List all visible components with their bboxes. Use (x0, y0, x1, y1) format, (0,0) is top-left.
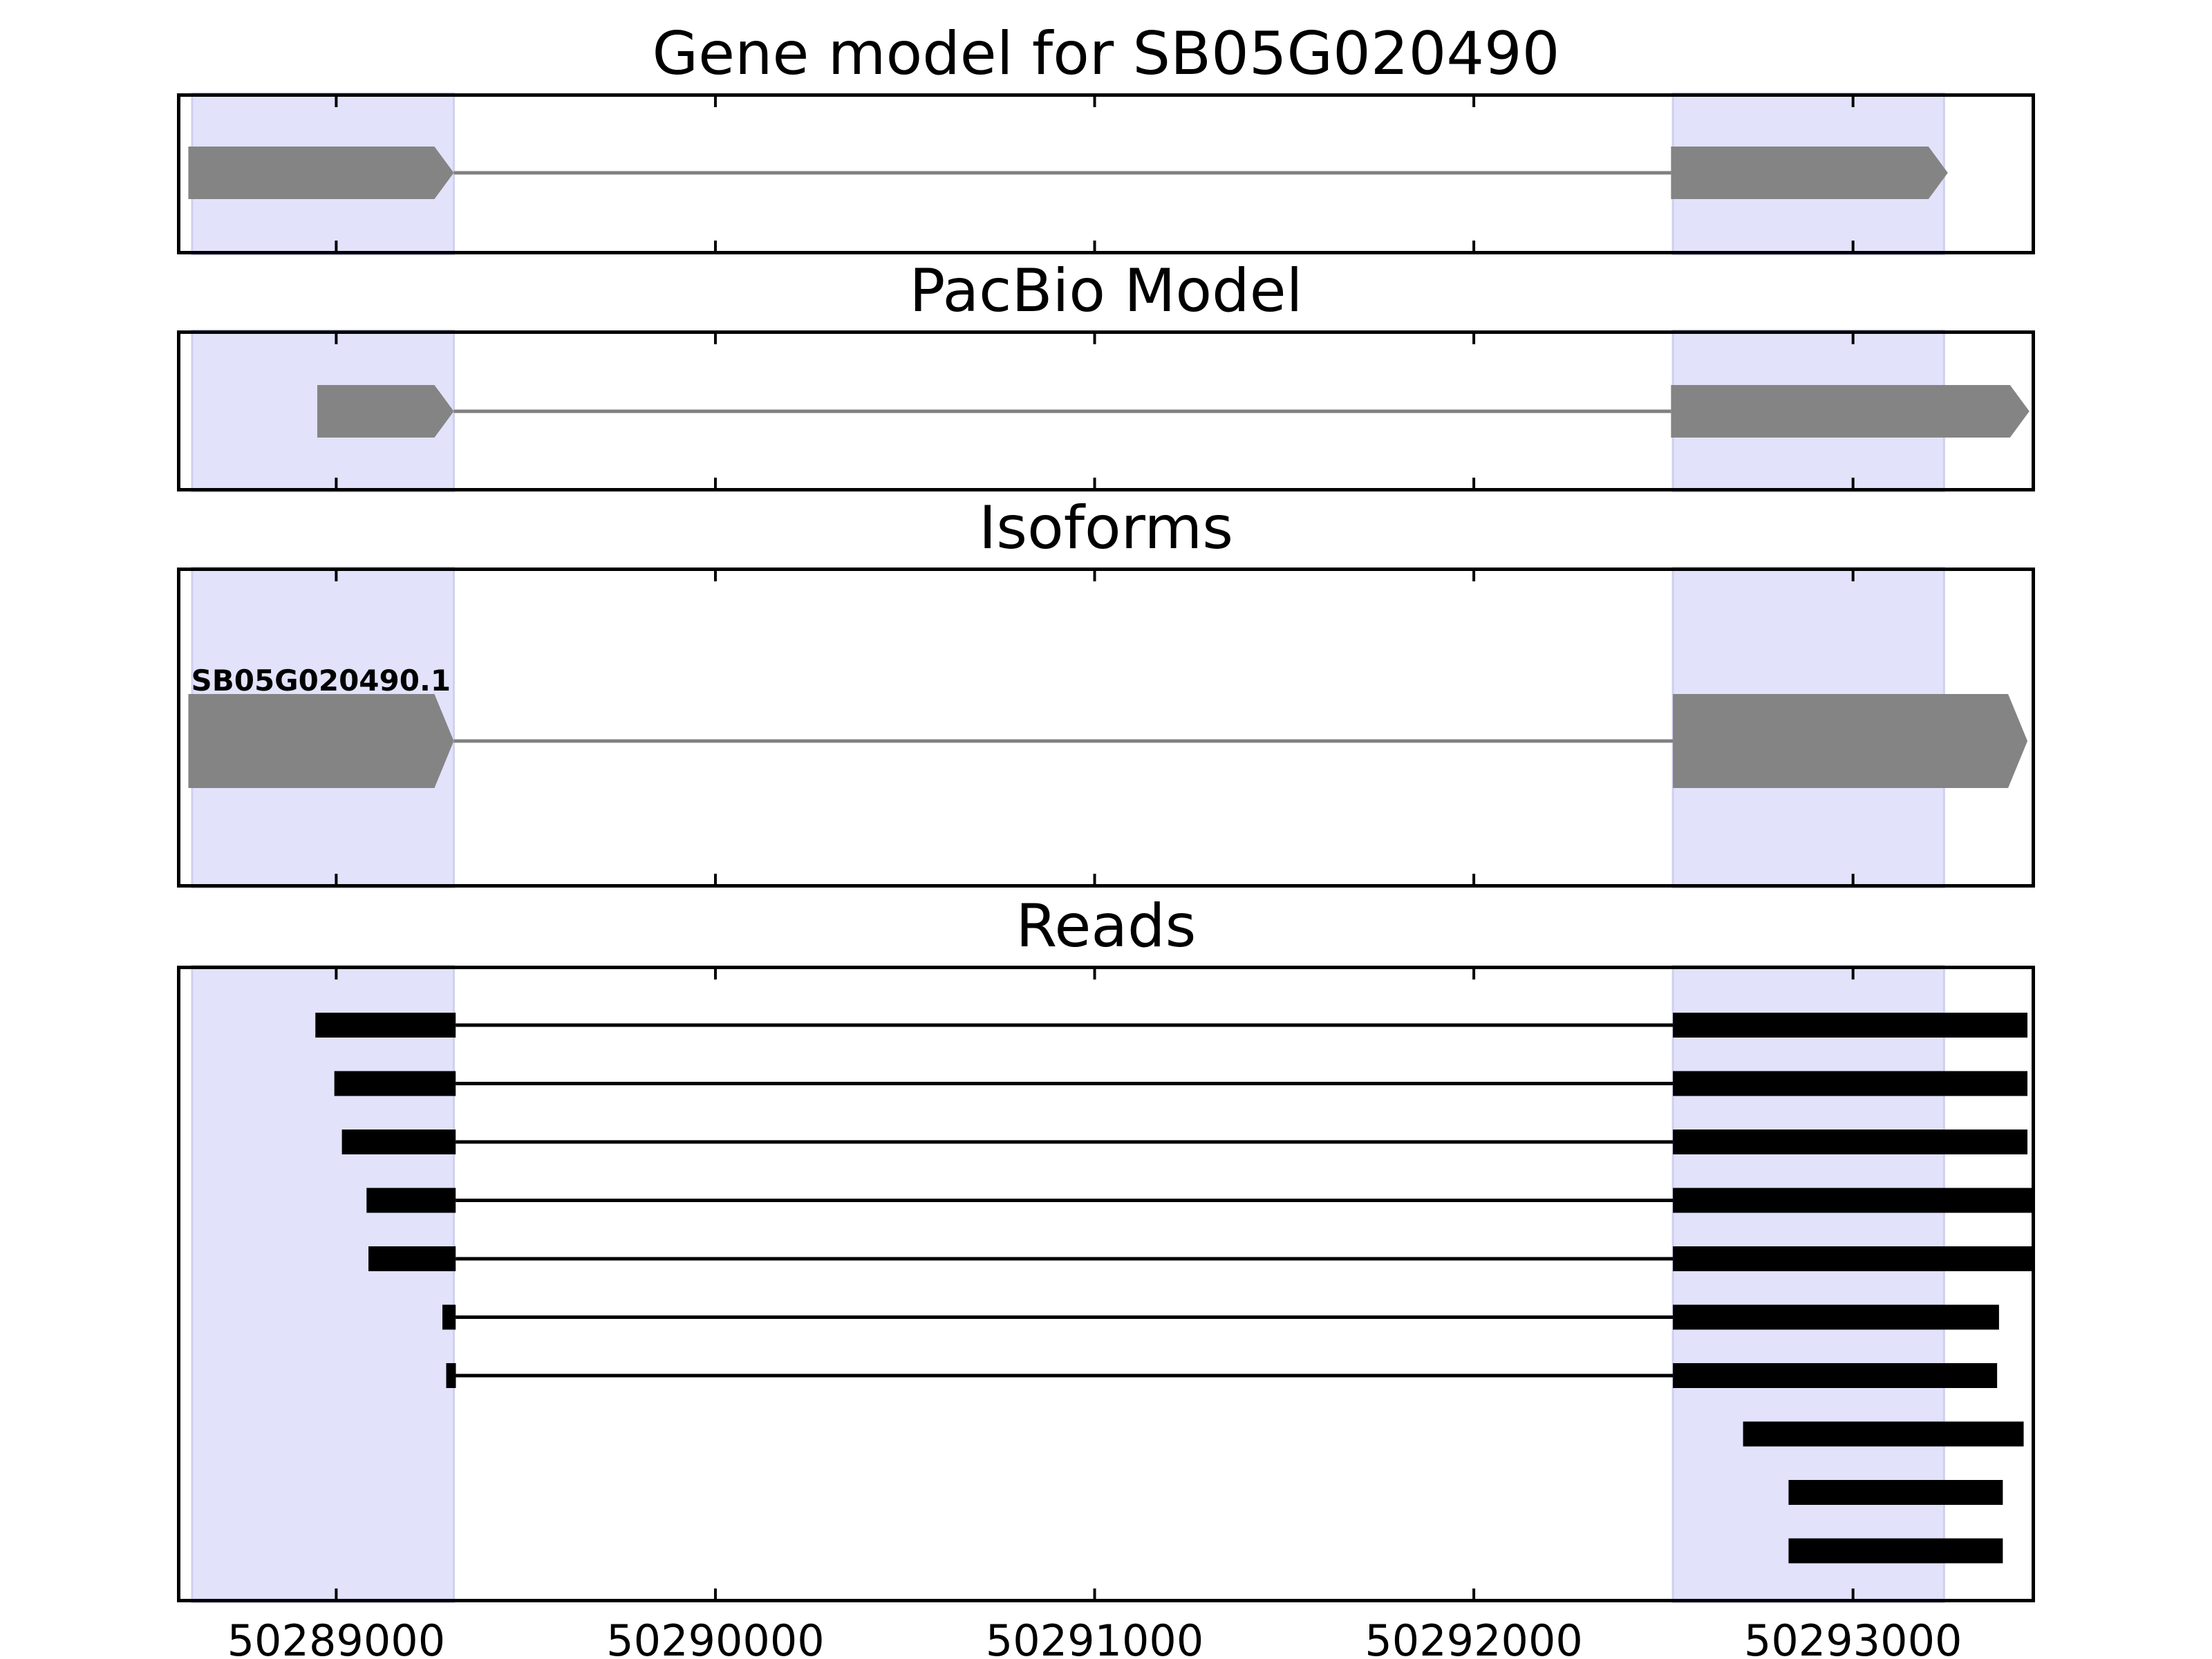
isoforms-frame (177, 568, 2035, 888)
gene-model-frame (177, 93, 2035, 254)
pacbio-model-exon (317, 385, 454, 438)
read-block (366, 1188, 456, 1213)
gene-model-exon (1671, 147, 1948, 199)
x-tick-label: 50290000 (606, 1615, 825, 1659)
read-block (341, 1130, 456, 1154)
read-block (1743, 1421, 2024, 1447)
x-tick-label: 50289000 (227, 1615, 446, 1659)
pacbio-model-frame (177, 330, 2035, 491)
isoform-exon (1673, 694, 2028, 788)
read-block (1673, 1013, 2028, 1038)
gene-model-exon (188, 147, 454, 199)
read-block (1673, 1246, 2034, 1271)
read-block (1788, 1480, 2003, 1505)
reads-title: Reads (1015, 892, 1197, 961)
read-block (315, 1013, 456, 1038)
reads-frame (177, 966, 2035, 1602)
read-block (1673, 1071, 2028, 1096)
read-block (368, 1246, 456, 1271)
read-block (442, 1304, 456, 1330)
read-block (446, 1363, 456, 1388)
isoforms-title: Isoforms (978, 494, 1234, 563)
read-block (1788, 1538, 2003, 1564)
x-tick-label: 50293000 (1744, 1615, 1962, 1659)
read-block (1673, 1188, 2034, 1213)
read-block (1673, 1363, 1998, 1388)
x-tick-label: 50291000 (986, 1615, 1204, 1659)
isoform-label: SB05G020490.1 (191, 664, 451, 697)
read-block (1673, 1304, 1999, 1330)
isoform-exon (188, 694, 454, 788)
read-block (1673, 1130, 2028, 1154)
pacbio-model-exon (1671, 385, 2030, 438)
read-block (334, 1071, 456, 1096)
gene-model-title: Gene model for SB05G020490 (652, 19, 1560, 88)
x-tick-label: 50292000 (1365, 1615, 1583, 1659)
pacbio-model-title: PacBio Model (909, 256, 1303, 326)
